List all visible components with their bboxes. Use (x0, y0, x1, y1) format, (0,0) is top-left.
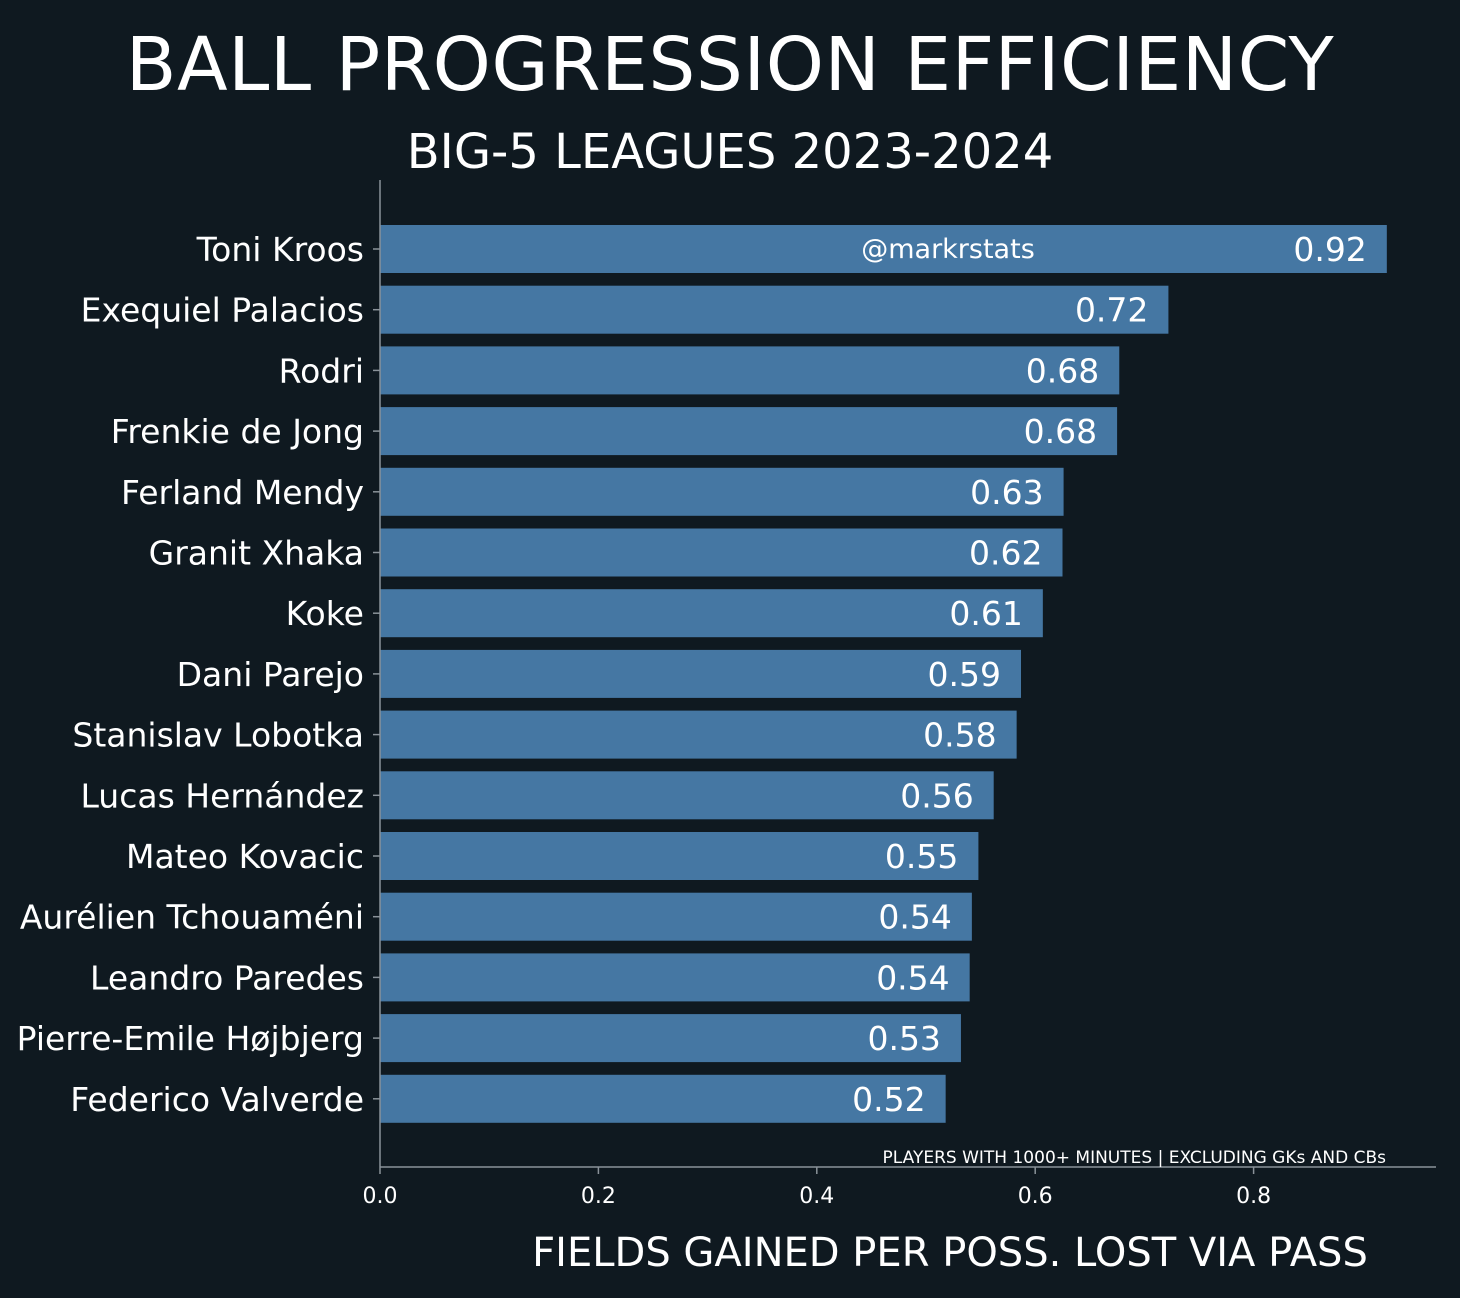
bar (380, 832, 979, 880)
category-label: Rodri (279, 351, 364, 390)
x-tick-label: 0.8 (1236, 1184, 1271, 1209)
data-label: 0.59 (928, 655, 1001, 694)
category-label: Aurélien Tchouaméni (20, 898, 364, 937)
data-label: 0.63 (970, 473, 1043, 512)
bar (380, 225, 1387, 273)
bar (380, 953, 970, 1002)
data-label: 0.54 (876, 958, 949, 997)
data-label: 0.52 (852, 1080, 925, 1119)
chart-subtitle: BIG-5 LEAGUES 2023-2024 (406, 124, 1054, 180)
x-tick-label: 0.0 (363, 1184, 398, 1209)
bar (380, 710, 1017, 759)
x-tick-label: 0.6 (1018, 1184, 1053, 1209)
category-label: Ferland Mendy (121, 473, 364, 512)
data-label: 0.72 (1075, 291, 1148, 330)
x-tick-label: 0.2 (581, 1184, 616, 1209)
x-tick-label: 0.4 (799, 1184, 834, 1209)
chart-title: BALL PROGRESSION EFFICIENCY (125, 22, 1335, 108)
bar (380, 892, 972, 941)
data-label: 0.58 (923, 716, 996, 755)
bar (380, 407, 1118, 456)
data-label: 0.62 (969, 534, 1042, 573)
category-label: Frenkie de Jong (111, 412, 364, 451)
axis-layer: Toni Kroos Exequiel Palacios Rodri Frenkie … (17, 180, 1436, 1209)
bar (380, 285, 1169, 334)
category-label: Koke (286, 594, 364, 633)
category-label: Exequiel Palacios (81, 291, 364, 330)
category-label: Mateo Kovacic (126, 837, 364, 876)
category-label: Leandro Paredes (90, 958, 364, 997)
data-label: 0.53 (867, 1019, 940, 1058)
category-label: Stanislav Lobotka (72, 716, 364, 755)
data-label: 0.61 (949, 594, 1022, 633)
category-label: Lucas Hernández (81, 776, 365, 815)
bar (380, 1014, 961, 1063)
category-label: Federico Valverde (70, 1080, 364, 1119)
x-axis-label: FIELDS GAINED PER POSS. LOST VIA PASS (532, 1230, 1368, 1276)
data-label: 0.56 (900, 776, 973, 815)
data-label: 0.68 (1026, 351, 1099, 390)
bar (380, 346, 1120, 395)
watermark: @markrstats (861, 234, 1035, 265)
bar (380, 528, 1063, 577)
data-label: 0.54 (878, 898, 951, 937)
category-label: Granit Xhaka (149, 534, 364, 573)
bar (380, 649, 1022, 698)
chart-note: PLAYERS WITH 1000+ MINUTES | EXCLUDING G… (883, 1148, 1387, 1168)
bar (380, 771, 994, 820)
data-label: 0.92 (1293, 230, 1366, 269)
category-label: Dani Parejo (177, 655, 364, 694)
bar (380, 467, 1064, 516)
bar (380, 1074, 946, 1123)
category-label: Pierre-Emile Højbjerg (17, 1019, 364, 1058)
data-label: 0.55 (885, 837, 958, 876)
data-label: 0.68 (1024, 412, 1097, 451)
bars-layer: 0.92 0.72 0.68 0.68 0.63 0.62 0.61 0.59 0.58 0.56… (380, 225, 1387, 1123)
bar (380, 589, 1043, 638)
category-label: Toni Kroos (196, 230, 364, 269)
